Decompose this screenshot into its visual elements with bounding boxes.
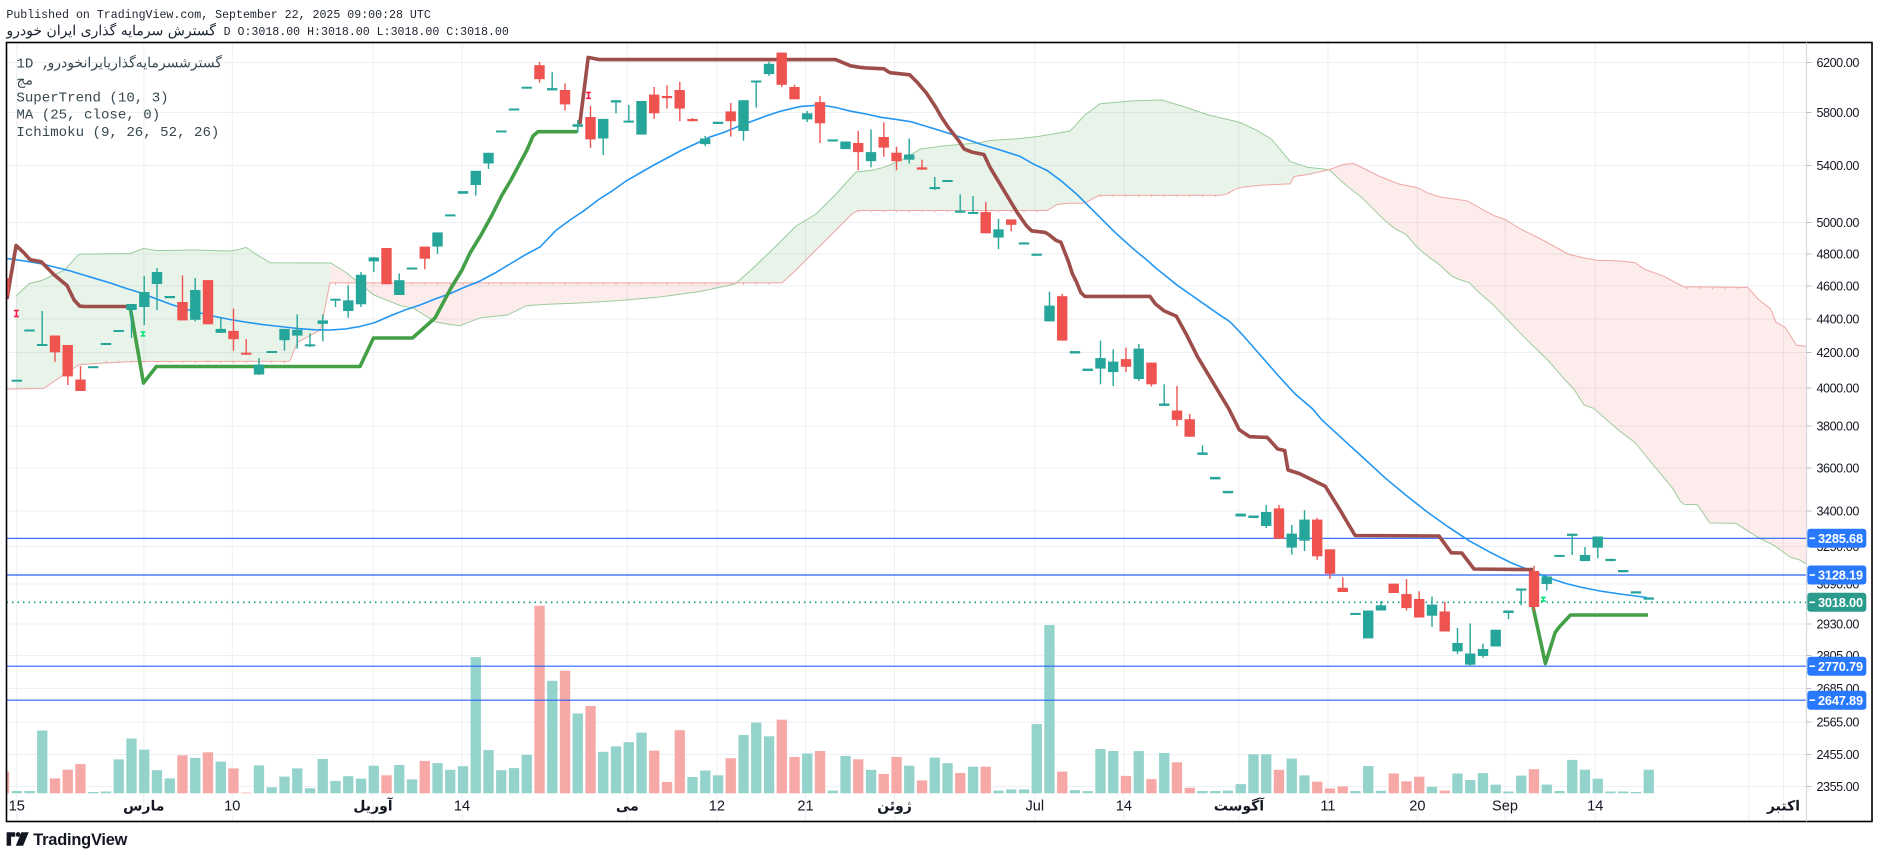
svg-text:2930.00: 2930.00 bbox=[1817, 617, 1860, 631]
svg-text:TradingView: TradingView bbox=[33, 831, 127, 849]
svg-text:3018.00: 3018.00 bbox=[1818, 595, 1863, 610]
svg-text:2455.00: 2455.00 bbox=[1817, 748, 1860, 762]
svg-text:Sep: Sep bbox=[1492, 799, 1518, 815]
svg-text:4800.00: 4800.00 bbox=[1817, 247, 1860, 261]
svg-text:3285.68: 3285.68 bbox=[1818, 531, 1863, 546]
svg-text:MA (25, close, 0): MA (25, close, 0) bbox=[16, 108, 160, 124]
svg-text:D O:3018.00 H:3018.00 L:3018.0: D O:3018.00 H:3018.00 L:3018.00 C:3018.0… bbox=[224, 26, 509, 39]
svg-text:2355.00: 2355.00 bbox=[1817, 780, 1860, 794]
svg-text:15: 15 bbox=[9, 799, 25, 815]
svg-text:14: 14 bbox=[1587, 799, 1603, 815]
svg-text:2647.89: 2647.89 bbox=[1818, 693, 1863, 708]
svg-text:Published on TradingView.com,: Published on TradingView.com, September … bbox=[6, 9, 430, 22]
svg-text:5800.00: 5800.00 bbox=[1817, 106, 1860, 120]
svg-text:6200.00: 6200.00 bbox=[1817, 56, 1860, 70]
svg-text:12: 12 bbox=[709, 799, 725, 815]
svg-text:14: 14 bbox=[454, 799, 470, 815]
svg-text:5400.00: 5400.00 bbox=[1817, 159, 1860, 173]
svg-text:5000.00: 5000.00 bbox=[1817, 216, 1860, 230]
svg-text:4000.00: 4000.00 bbox=[1817, 381, 1860, 395]
svg-text:SuperTrend (10, 3): SuperTrend (10, 3) bbox=[16, 91, 168, 107]
svg-text:2770.79: 2770.79 bbox=[1818, 659, 1863, 674]
svg-text:3400.00: 3400.00 bbox=[1817, 504, 1860, 518]
svg-text:4200.00: 4200.00 bbox=[1817, 346, 1860, 360]
svg-text:10: 10 bbox=[224, 799, 240, 815]
svg-text:2565.00: 2565.00 bbox=[1817, 715, 1860, 729]
svg-text:3128.19: 3128.19 bbox=[1818, 568, 1863, 583]
svg-text:4600.00: 4600.00 bbox=[1817, 279, 1860, 293]
svg-text:Ichimoku (9, 26, 52, 26): Ichimoku (9, 26, 52, 26) bbox=[16, 125, 219, 141]
svg-text:3600.00: 3600.00 bbox=[1817, 461, 1860, 475]
svg-text:14: 14 bbox=[1116, 799, 1132, 815]
svg-text:11: 11 bbox=[1320, 799, 1335, 815]
svg-text:3800.00: 3800.00 bbox=[1817, 419, 1860, 433]
svg-text:Jul: Jul bbox=[1025, 799, 1044, 815]
svg-text:4400.00: 4400.00 bbox=[1817, 312, 1860, 326]
svg-text:21: 21 bbox=[797, 799, 813, 815]
svg-text:20: 20 bbox=[1409, 799, 1425, 815]
svg-text:1D ,: 1D , bbox=[16, 56, 50, 72]
